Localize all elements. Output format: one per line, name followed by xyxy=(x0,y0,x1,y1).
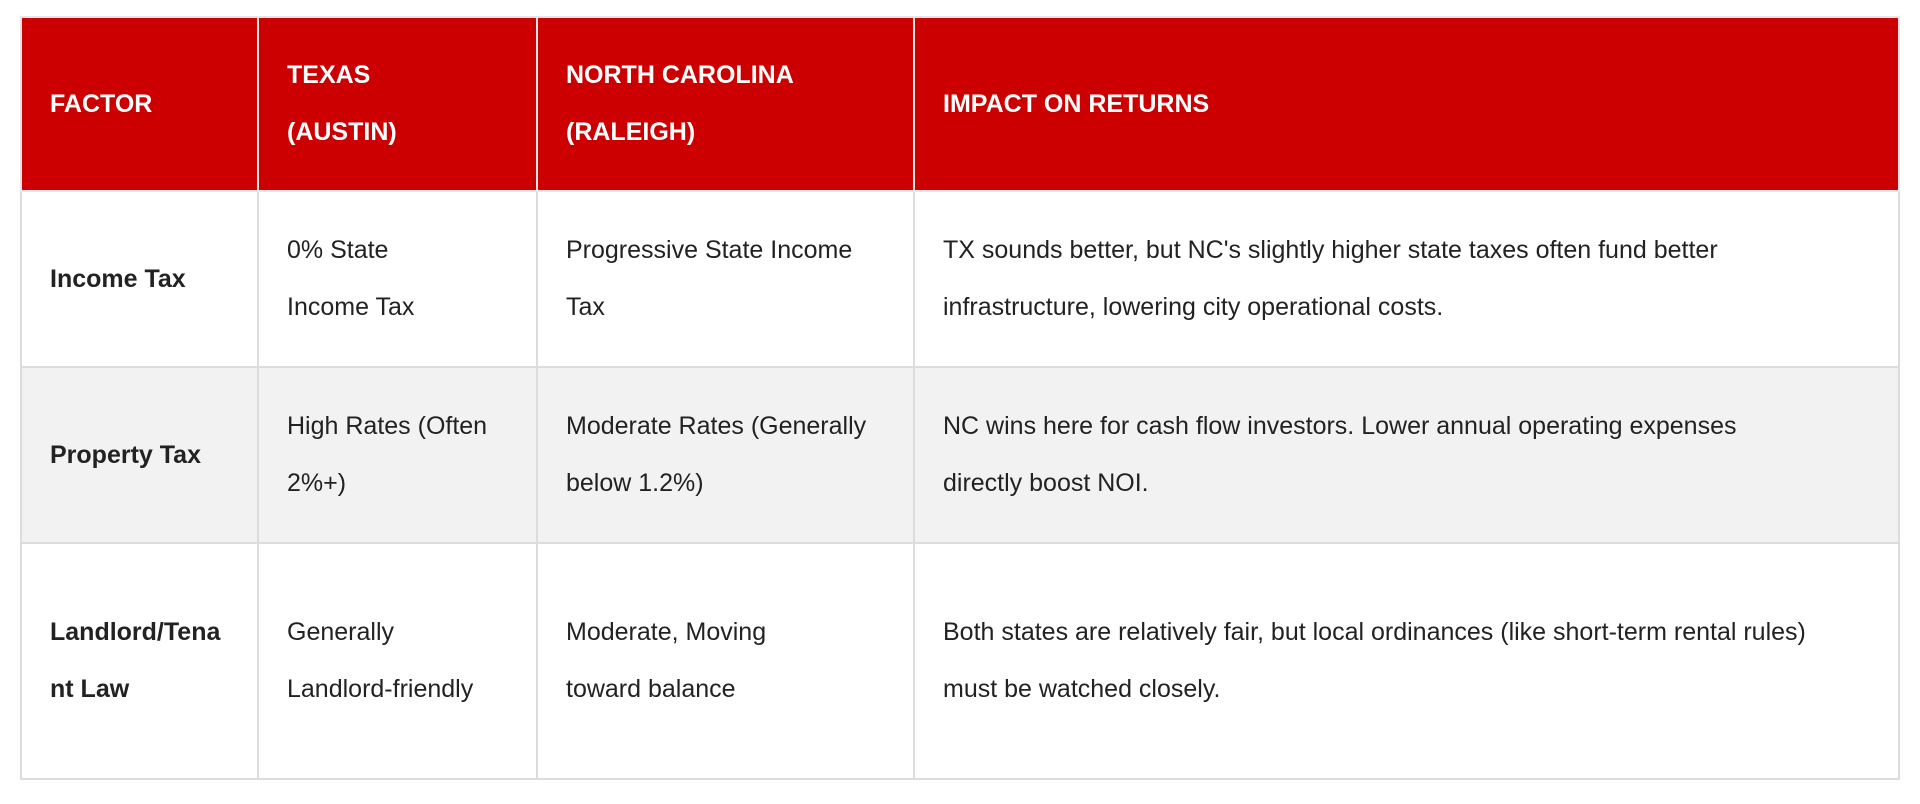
factor-cell: Landlord/Tenant Law xyxy=(20,542,259,780)
header-row: FACTOR TEXAS (AUSTIN) NORTH CAROLINA (RA… xyxy=(20,16,1900,192)
header-impact: IMPACT ON RETURNS xyxy=(913,16,1900,192)
factor-cell: Property Tax xyxy=(20,366,259,544)
factor-cell: Income Tax xyxy=(20,190,259,368)
table-row: Property Tax High Rates (Often 2%+) Mode… xyxy=(20,366,1900,544)
north-carolina-cell: Moderate, Moving toward balance xyxy=(536,542,915,780)
impact-cell: TX sounds better, but NC's slightly high… xyxy=(913,190,1900,368)
header-texas: TEXAS (AUSTIN) xyxy=(257,16,538,192)
texas-cell: Generally Landlord-friendly xyxy=(257,542,538,780)
table-row: Landlord/Tenant Law Generally Landlord-f… xyxy=(20,542,1900,780)
texas-cell: 0% State Income Tax xyxy=(257,190,538,368)
header-north-carolina: NORTH CAROLINA (RALEIGH) xyxy=(536,16,915,192)
header-factor: FACTOR xyxy=(20,16,259,192)
texas-cell: High Rates (Often 2%+) xyxy=(257,366,538,544)
table-row: Income Tax 0% State Income Tax Progressi… xyxy=(20,190,1900,368)
impact-cell: Both states are relatively fair, but loc… xyxy=(913,542,1900,780)
impact-cell: NC wins here for cash flow investors. Lo… xyxy=(913,366,1900,544)
north-carolina-cell: Progressive State Income Tax xyxy=(536,190,915,368)
comparison-table: FACTOR TEXAS (AUSTIN) NORTH CAROLINA (RA… xyxy=(20,16,1900,780)
north-carolina-cell: Moderate Rates (Generally below 1.2%) xyxy=(536,366,915,544)
